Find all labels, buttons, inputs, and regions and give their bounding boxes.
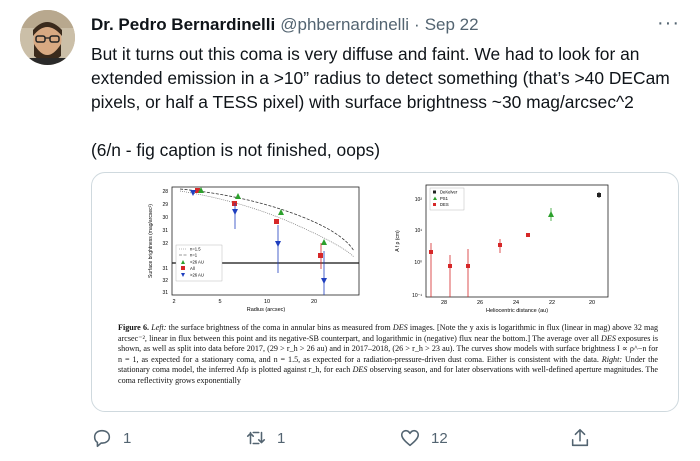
left-legend: n=1.5 n=1 <26 AU All >26 AU	[175, 244, 223, 282]
left-ytick: 31	[162, 228, 168, 234]
caption-text: Under the stationary coma model, the inf…	[118, 354, 658, 375]
left-ytick: 32	[162, 241, 168, 247]
tweet-text-line: pixels, or half a TESS pixel) with surfa…	[91, 92, 634, 112]
reply-count: 1	[123, 429, 132, 447]
data-point	[198, 187, 204, 193]
tweet-header: Dr. Pedro Bernardinelli @phbernardinelli…	[91, 12, 680, 36]
left-plot: Surface brightness (mag/arcsec²) Radius …	[148, 186, 360, 313]
left-legend-item: <26 AU	[190, 260, 204, 265]
data-point	[318, 253, 323, 258]
right-xtick: 22	[549, 300, 555, 306]
header-separator: ·	[414, 15, 420, 34]
heart-icon	[400, 429, 420, 447]
right-xtick: 28	[441, 300, 447, 306]
reply-button[interactable]: 1	[91, 427, 131, 449]
left-plot-frame	[171, 186, 360, 296]
left-ytick: 30	[162, 215, 168, 221]
caption-text: images. [Note the y axis is logarithmic …	[118, 323, 658, 343]
author-handle[interactable]: @phbernardinelli	[280, 15, 410, 34]
left-xtick: 20	[311, 299, 317, 305]
avatar[interactable]	[20, 10, 75, 65]
right-xtick: 26	[477, 300, 483, 306]
data-point	[548, 211, 554, 217]
left-ytick: 29	[162, 202, 168, 208]
right-ylabel: A f ρ (cm)	[395, 230, 401, 252]
figure-plots: Surface brightness (mag/arcsec²) Radius …	[148, 184, 609, 314]
data-point	[190, 190, 196, 196]
tweet-text-line: But it turns out this coma is very diffu…	[91, 44, 640, 64]
retweet-button[interactable]: 1	[245, 427, 285, 449]
left-ytick: 28	[162, 189, 168, 195]
right-xtick: 24	[513, 300, 519, 306]
right-legend-item: DES	[440, 202, 449, 207]
right-ytick: 10⁰	[414, 260, 422, 266]
tweet-media-image[interactable]: Surface brightness (mag/arcsec²) Radius …	[91, 172, 679, 412]
left-xtick: 2	[172, 299, 175, 305]
data-point	[274, 219, 279, 224]
right-plot-frame	[425, 184, 609, 298]
like-button[interactable]: 12	[399, 427, 448, 449]
right-plot: A f ρ (cm) Heliocentric distance (au) 10…	[395, 184, 609, 314]
caption-des: DES	[392, 323, 408, 332]
left-legend-item: n=1.5	[190, 247, 201, 252]
like-count: 12	[431, 429, 448, 447]
data-point	[429, 250, 433, 254]
right-ytick: 10²	[415, 197, 423, 203]
data-point	[498, 243, 502, 247]
left-data-points	[190, 187, 327, 295]
caption-text: the surface brightness of the coma in an…	[166, 323, 393, 332]
avatar-image	[20, 10, 75, 65]
data-point	[195, 188, 200, 193]
left-xtick: 5	[218, 299, 221, 305]
tweet-text-line: extended emission in a >10” radius to de…	[91, 68, 670, 88]
right-ytick: 10¹	[415, 228, 423, 234]
reply-icon	[93, 429, 111, 448]
model-curve-n1	[179, 188, 355, 252]
left-xtick: 10	[264, 299, 270, 305]
tweet-text-line: (6/n - fig caption is not finished, oops…	[91, 140, 381, 160]
data-point	[466, 264, 470, 268]
caption-left: Left:	[151, 323, 167, 332]
more-options-icon[interactable]: ···	[657, 12, 680, 34]
author-name[interactable]: Dr. Pedro Bernardinelli	[91, 15, 276, 34]
right-xtick: 20	[589, 300, 595, 306]
retweet-count: 1	[277, 429, 286, 447]
left-ytick: 31	[162, 266, 168, 272]
retweet-icon	[246, 431, 266, 445]
tweet-actions: 1 1 12	[91, 425, 686, 451]
right-legend-item: DeKelver	[440, 190, 458, 195]
model-curve-n15	[179, 190, 355, 258]
caption-text: exposures is shown, as well as split int…	[118, 333, 659, 364]
data-point	[597, 193, 601, 197]
left-xlabel: Radius (arcsec)	[247, 307, 286, 313]
tweet-date[interactable]: Sep 22	[424, 15, 479, 34]
right-data-points	[429, 192, 601, 297]
left-legend-item: n=1	[190, 253, 198, 258]
caption-text: observing season, and for later observat…	[118, 365, 658, 385]
right-ytick: 10⁻¹	[412, 293, 422, 299]
caption-label: Figure 6.	[118, 323, 150, 332]
share-icon	[571, 428, 589, 447]
data-point	[232, 201, 237, 206]
caption-right: Right:	[601, 354, 623, 364]
right-xlabel: Heliocentric distance (au)	[486, 308, 548, 314]
data-point	[448, 264, 452, 268]
tweet-text: But it turns out this coma is very diffu…	[91, 42, 686, 162]
left-ylabel: Surface brightness (mag/arcsec²)	[148, 204, 154, 278]
left-legend-item: All	[190, 266, 195, 271]
caption-des: DES	[601, 333, 616, 343]
caption-des: DES	[352, 365, 368, 375]
data-point	[526, 233, 530, 237]
left-legend-item: >26 AU	[190, 273, 204, 278]
share-button[interactable]	[569, 427, 601, 449]
right-legend: DeKelver PS1 DES	[429, 187, 465, 211]
data-point	[321, 239, 327, 245]
data-point	[278, 209, 284, 215]
left-ytick: 31	[162, 290, 168, 296]
left-ytick: 32	[162, 278, 168, 284]
figure-caption: Figure 6. Left: the surface brightness o…	[118, 323, 658, 387]
data-point	[235, 193, 241, 199]
right-legend-item: PS1	[440, 196, 449, 201]
